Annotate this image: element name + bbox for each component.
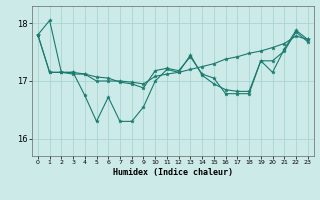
X-axis label: Humidex (Indice chaleur): Humidex (Indice chaleur) xyxy=(113,168,233,177)
